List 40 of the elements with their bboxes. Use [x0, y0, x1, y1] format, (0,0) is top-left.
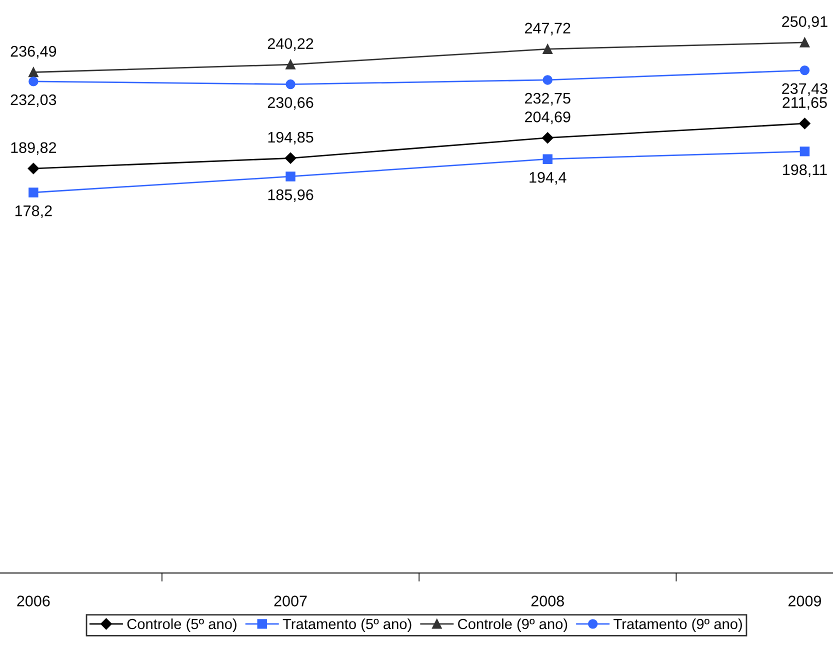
- data-label: 236,49: [10, 46, 56, 59]
- point: [542, 132, 554, 144]
- x-tick-label: 2007: [274, 596, 307, 606]
- point: [286, 60, 296, 70]
- point: [542, 44, 552, 54]
- data-label: 250,91: [782, 16, 828, 29]
- legend-label: Tratamento (9º ano): [614, 618, 742, 632]
- x-tick-label: 2009: [788, 596, 821, 606]
- data-label: 230,66: [268, 97, 314, 110]
- data-label: 232,03: [10, 94, 56, 107]
- legend-label: Tratamento (5º ano): [282, 618, 412, 632]
- data-label: 204,69: [525, 112, 570, 124]
- x-tick-label: 2008: [531, 596, 564, 606]
- legend-label: Controle (5º ano): [127, 618, 236, 632]
- data-label: 178,2: [15, 205, 52, 218]
- data-label: 232,75: [525, 92, 570, 106]
- data-label: 194,4: [530, 172, 566, 185]
- data-label: 237,43: [782, 83, 828, 96]
- data-label: 247,72: [525, 22, 570, 36]
- point: [28, 188, 38, 198]
- point: [542, 154, 552, 164]
- point: [286, 172, 296, 182]
- point: [542, 75, 552, 85]
- point: [28, 162, 40, 174]
- point: [800, 65, 810, 76]
- data-label: 198,11: [783, 164, 827, 177]
- data-label: 240,22: [268, 38, 314, 51]
- point: [800, 38, 810, 48]
- point: [28, 67, 38, 78]
- point: [284, 152, 296, 164]
- data-label: 189,82: [11, 142, 56, 155]
- point: [28, 76, 38, 86]
- data-label: 185,96: [268, 189, 314, 202]
- point: [800, 146, 810, 156]
- x-tick-label: 2006: [17, 596, 50, 606]
- data-label: 194,85: [268, 132, 314, 144]
- point: [286, 79, 296, 90]
- legend-label: Controle (9º ano): [458, 618, 568, 632]
- point: [799, 118, 810, 130]
- data-label: 211,65: [782, 97, 827, 110]
